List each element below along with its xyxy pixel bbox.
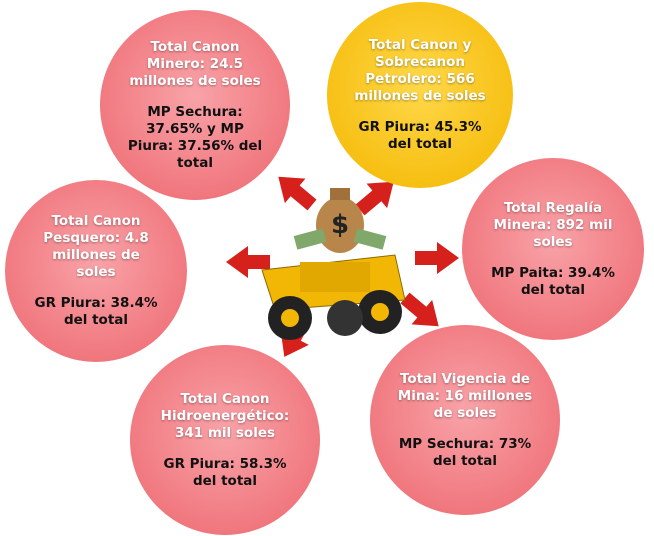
- node-circle: Total Regalía Minera: 892 mil soles MP P…: [462, 158, 644, 340]
- arrow: [415, 242, 459, 274]
- node-circle: Total Canon y Sobrecanon Petrolero: 566 …: [327, 2, 513, 188]
- node-detail: MP Sechura: 37.65% y MP Piura: 37.56% de…: [126, 104, 264, 172]
- node-detail: MP Paita: 39.4% del total: [488, 265, 618, 299]
- node-title: Total Regalía Minera: 892 mil soles: [488, 200, 618, 251]
- node-circle: Total Canon Hidroenergético: 341 mil sol…: [130, 345, 320, 535]
- node-title: Total Canon Minero: 24.5 millones de sol…: [126, 39, 264, 90]
- truck: [262, 255, 405, 340]
- arrow: [268, 164, 322, 217]
- node-circle: Total Canon Minero: 24.5 millones de sol…: [100, 10, 290, 200]
- node-detail: GR Piura: 58.3% del total: [156, 456, 294, 490]
- node-title: Total Canon Pesquero: 4.8 millones de so…: [31, 213, 161, 281]
- node-detail: GR Piura: 38.4% del total: [31, 295, 161, 329]
- node-detail: GR Piura: 45.3% del total: [353, 119, 487, 153]
- svg-text:$: $: [331, 210, 349, 240]
- node-circle: Total Vigencia de Mina: 16 millones de s…: [370, 325, 560, 515]
- node-title: Total Canon y Sobrecanon Petrolero: 566 …: [353, 37, 487, 105]
- node-title: Total Vigencia de Mina: 16 millones de s…: [396, 371, 534, 422]
- node-circle: Total Canon Pesquero: 4.8 millones de so…: [5, 180, 187, 362]
- node-detail: MP Sechura: 73% del total: [396, 436, 534, 470]
- page: $ Total Canon Minero: 24.5 millones de s…: [0, 0, 654, 536]
- node-title: Total Canon Hidroenergético: 341 mil sol…: [156, 391, 294, 442]
